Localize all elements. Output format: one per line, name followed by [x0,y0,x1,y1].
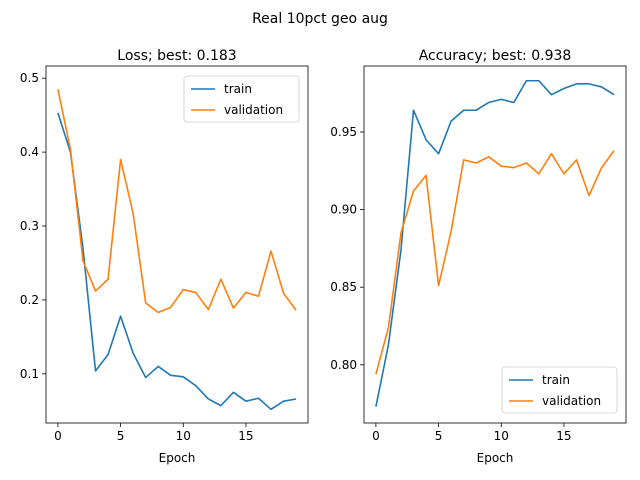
figure-title: Real 10pct geo aug [252,11,388,27]
loss-train-line [57,112,297,411]
loss-y-tick-label: 0.5 [20,71,39,85]
loss-validation-line [57,89,297,314]
loss-y-tick-label: 0.4 [20,145,39,159]
accuracy-legend-label-train: train [542,373,570,387]
loss-axes-frame [45,65,309,424]
accuracy-axes-frame [363,65,627,424]
accuracy-train-line [375,79,615,407]
loss-legend: train validation [183,75,300,123]
accuracy-x-tick-label: 15 [556,429,571,443]
accuracy-legend: train validation [501,366,618,414]
loss-y-tick-label: 0.3 [20,219,39,233]
loss-x-tick-label: 0 [54,429,62,443]
accuracy-y-tick-label: 0.85 [330,280,357,294]
accuracy-y-tick-label: 0.90 [330,203,357,217]
accuracy-y-tick-label: 0.80 [330,358,357,372]
accuracy-x-axis-label: Epoch [477,451,514,465]
loss-legend-label-validation: validation [224,103,283,117]
accuracy-x-tick-label: 10 [494,429,509,443]
accuracy-x-tick-label: 5 [435,429,443,443]
accuracy-validation-line [375,150,615,375]
accuracy-panel: Accuracy; best: 0.938 0 5 10 15 0.80 0.85 0.90 0… [330,48,627,465]
loss-y-tick-label: 0.2 [20,293,39,307]
loss-y-tick-label: 0.1 [20,367,39,381]
loss-x-tick-label: 10 [176,429,191,443]
loss-x-axis-label: Epoch [159,451,196,465]
loss-chart-title: Loss; best: 0.183 [117,48,236,64]
accuracy-x-tick-label: 0 [372,429,380,443]
loss-x-tick-label: 5 [117,429,125,443]
loss-panel: Loss; best: 0.183 0 5 10 15 0.1 0.2 0.3 0.4 0.5 Ep… [20,48,309,465]
accuracy-y-tick-label: 0.95 [330,125,357,139]
accuracy-chart-title: Accuracy; best: 0.938 [419,48,572,64]
accuracy-legend-label-validation: validation [542,394,601,408]
loss-x-tick-label: 15 [238,429,253,443]
loss-legend-label-train: train [224,82,252,96]
